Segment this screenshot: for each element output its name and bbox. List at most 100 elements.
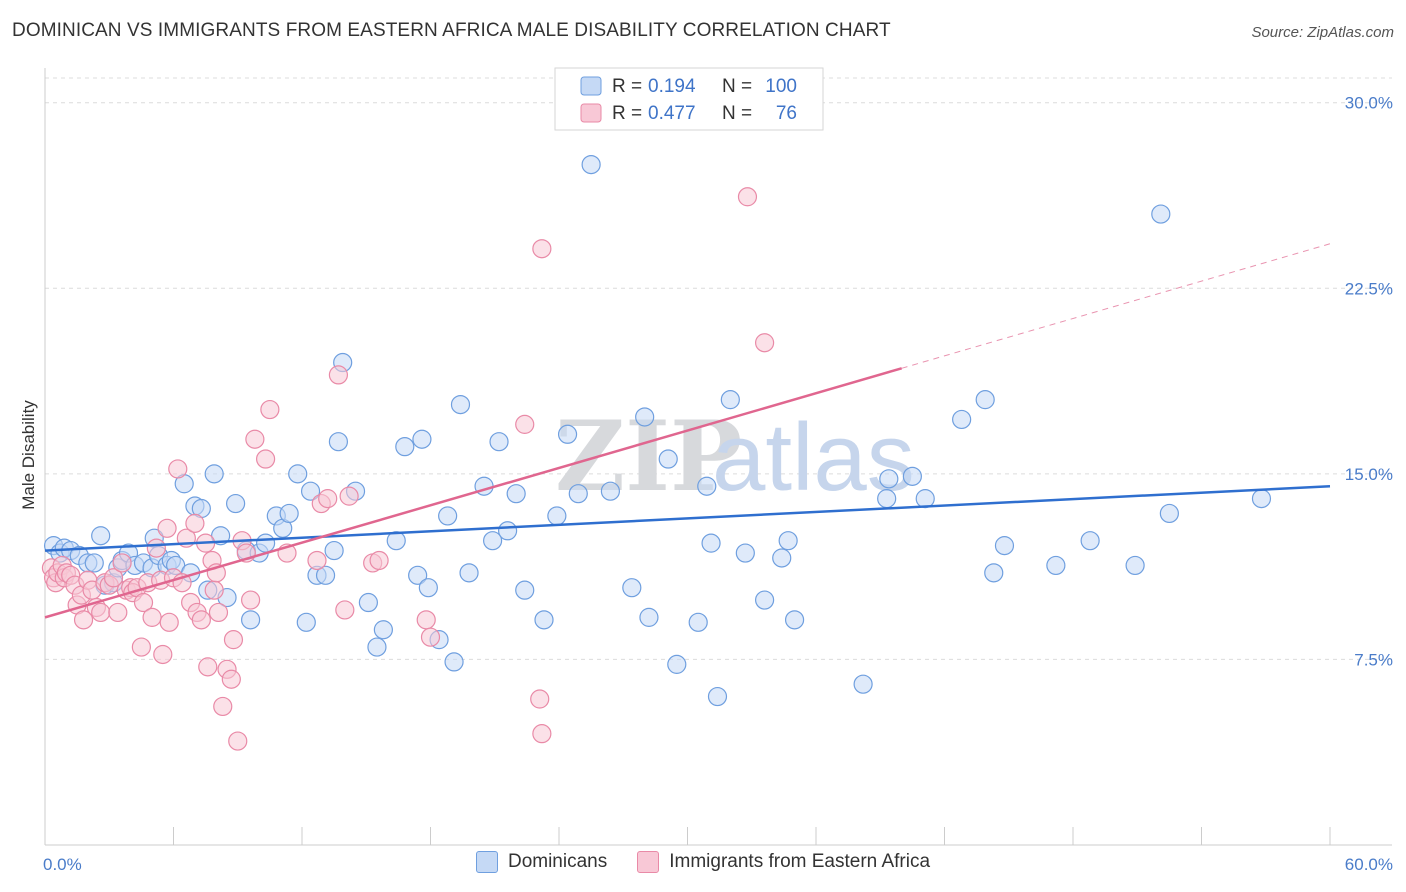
point-1-56 [245,429,265,449]
point-0-75 [667,654,687,674]
point-1-31 [153,644,173,665]
legend-label-dominicans: Dominicans [507,851,608,872]
series-dominicans [43,154,1272,707]
point-0-67 [557,424,578,444]
point-0-46 [358,592,378,613]
point-1-47 [208,602,229,623]
chart-title: DOMINICAN VS IMMIGRANTS FROM EASTERN AFR… [12,20,891,41]
point-0-57 [450,394,471,415]
point-0-65 [534,610,554,630]
point-1-26 [133,592,154,613]
point-0-50 [395,437,415,457]
point-0-69 [581,154,601,175]
point-0-73 [639,607,659,627]
point-1-43 [198,657,218,677]
trend-line-dashed-1 [901,243,1331,369]
legend-n-label-0: N = [722,76,752,97]
point-0-66 [547,506,567,526]
legend-n-label-1: N = [722,103,752,124]
point-0-90 [915,489,935,509]
point-0-83 [772,548,792,568]
point-0-97 [1125,555,1145,576]
point-0-42 [324,540,344,561]
legend-swatch-bottom-dominicans [475,851,498,873]
point-0-96 [1080,531,1100,551]
point-0-94 [994,536,1015,556]
legend-swatch-eastern-africa [580,103,602,123]
point-0-47 [367,637,387,657]
point-1-29 [146,538,166,558]
point-1-18 [103,568,124,588]
point-0-87 [877,489,897,509]
point-1-73 [532,724,552,744]
point-1-57 [255,449,276,469]
point-0-63 [506,484,526,504]
y-tick-label-0: 7.5% [1354,650,1393,669]
point-1-11 [73,610,94,630]
point-1-75 [754,333,775,353]
point-0-64 [515,580,535,600]
point-0-88 [879,469,899,489]
legend-r-value-1: 0.477 [648,103,696,124]
point-0-86 [853,674,873,694]
y-tick-label-2: 22.5% [1345,279,1393,298]
point-0-41 [315,565,336,585]
point-0-71 [622,578,642,598]
point-1-50 [221,669,241,689]
point-0-36 [279,503,299,524]
point-1-65 [339,486,359,506]
axes [44,68,1392,846]
top-legend: R = 0.194 N = 100 R = 0.477 N = 76 [554,67,824,131]
point-0-70 [600,481,621,501]
point-1-67 [369,550,389,571]
point-0-68 [568,484,588,504]
trend-line-0 [44,484,1331,552]
point-1-28 [142,607,162,627]
point-0-37 [288,464,308,484]
legend-item-eastern-africa: Immigrants from Eastern Africa [637,851,930,873]
point-0-77 [697,476,717,496]
point-0-85 [784,610,805,630]
point-0-81 [735,543,755,563]
legend-r-label-1: R = [612,103,642,124]
point-1-63 [328,365,349,385]
point-0-7 [91,526,111,546]
trend-line-1 [44,367,903,619]
point-1-72 [532,239,552,259]
point-0-43 [328,432,349,452]
point-1-33 [159,612,179,632]
point-0-29 [226,493,246,514]
point-0-72 [635,407,655,427]
point-0-51 [408,565,428,585]
point-0-100 [1251,489,1272,509]
y-axis-label: Male Disability [19,400,38,510]
trend-lines [44,243,1331,619]
point-0-80 [720,390,740,410]
point-0-38 [296,612,316,632]
point-1-74 [737,187,758,207]
point-0-31 [241,610,261,630]
legend-label-eastern-africa: Immigrants from Eastern Africa [669,851,931,872]
point-0-39 [300,481,321,501]
legend-swatch-dominicans [580,76,602,96]
point-1-58 [260,399,280,420]
point-1-55 [241,590,261,610]
point-1-39 [185,513,205,533]
point-0-82 [754,590,775,610]
x-tick-labels: 0.0% 60.0% [43,855,1393,874]
legend-swatch-bottom-eastern-africa [637,851,660,873]
point-0-26 [204,464,224,484]
point-1-64 [335,600,355,620]
point-1-32 [157,518,177,538]
point-1-41 [191,610,211,630]
source-label: Source: ZipAtlas.com [1251,24,1394,41]
point-0-99 [1159,503,1179,524]
point-1-25 [131,637,151,657]
point-1-62 [318,489,338,509]
point-1-51 [223,630,244,650]
point-0-6 [84,553,104,573]
legend-n-value-0: 100 [765,76,797,97]
point-0-61 [489,432,509,452]
point-1-45 [204,580,224,600]
point-1-48 [213,696,233,717]
